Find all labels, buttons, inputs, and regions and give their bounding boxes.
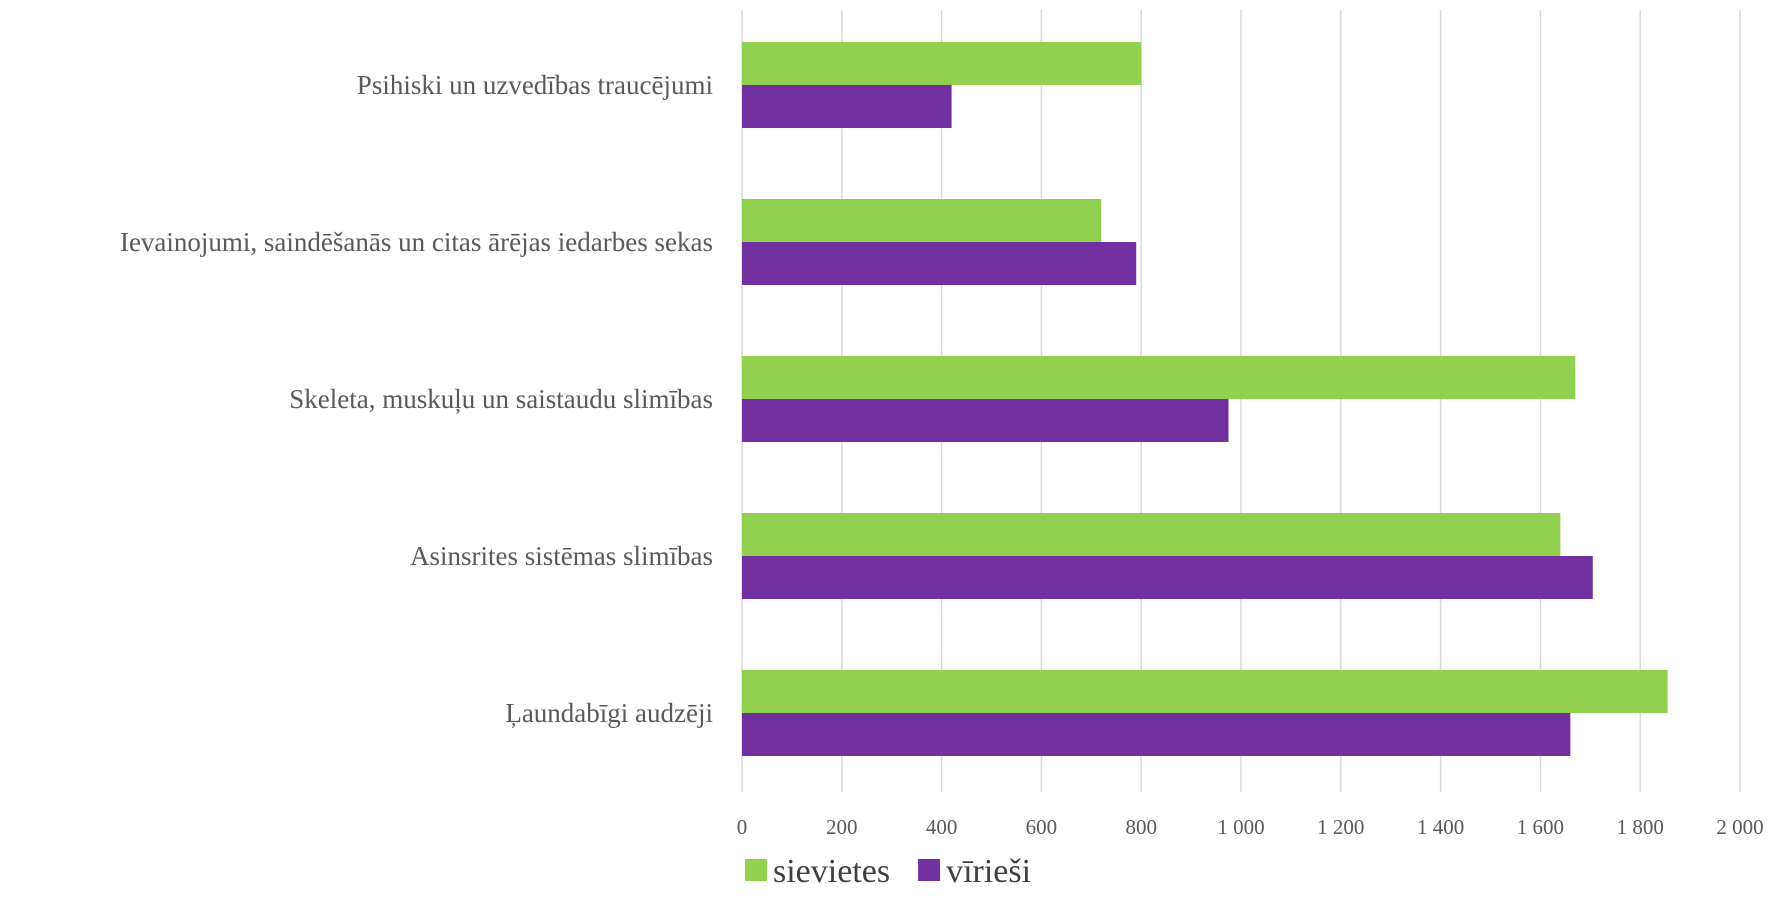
x-tick-label: 0 bbox=[737, 815, 748, 839]
bar-sievietes bbox=[742, 199, 1102, 242]
x-tick-label: 800 bbox=[1125, 815, 1157, 839]
category-labels: Psihiski un uzvedības traucējumi Ievainoj… bbox=[120, 70, 713, 728]
legend-label: sievietes bbox=[773, 853, 890, 890]
x-tick-label: 1 600 bbox=[1517, 815, 1564, 839]
x-tick-label: 600 bbox=[1026, 815, 1058, 839]
x-tick-label: 1 800 bbox=[1617, 815, 1664, 839]
bar-sievietes bbox=[742, 356, 1576, 399]
bar-vīrieši bbox=[742, 713, 1571, 756]
legend-swatch bbox=[918, 859, 941, 881]
category-label: Asinsrites sistēmas slimības bbox=[410, 541, 713, 571]
bar-vīrieši bbox=[742, 85, 952, 128]
category-label: Ievainojumi, saindēšanās un citas ārējas… bbox=[120, 227, 713, 257]
legend: sievietes vīrieši bbox=[745, 853, 1031, 890]
category-label: Skeleta, muskuļu un saistaudu slimības bbox=[289, 384, 713, 414]
bar-sievietes bbox=[742, 670, 1668, 713]
x-tick-label: 200 bbox=[826, 815, 858, 839]
category-label: Ļaundabīgi audzēji bbox=[505, 698, 713, 728]
bars bbox=[742, 42, 1668, 756]
x-tick-label: 1 400 bbox=[1417, 815, 1464, 839]
x-tick-label: 1 200 bbox=[1317, 815, 1364, 839]
x-tick-label: 1 000 bbox=[1217, 815, 1264, 839]
bar-vīrieši bbox=[742, 556, 1593, 599]
x-axis-tick-labels: 0 200 400 600 800 1 000 1 200 1 400 1 600 1 800 2 … bbox=[737, 815, 1764, 839]
legend-swatch bbox=[745, 859, 767, 881]
x-tick-label: 400 bbox=[926, 815, 958, 839]
bar-vīrieši bbox=[742, 242, 1137, 285]
bar-sievietes bbox=[742, 513, 1561, 556]
x-tick-label: 2 000 bbox=[1716, 815, 1763, 839]
bar-vīrieši bbox=[742, 399, 1229, 442]
category-label: Psihiski un uzvedības traucējumi bbox=[357, 70, 713, 100]
bar-sievietes bbox=[742, 42, 1142, 85]
legend-label: vīrieši bbox=[946, 853, 1031, 890]
